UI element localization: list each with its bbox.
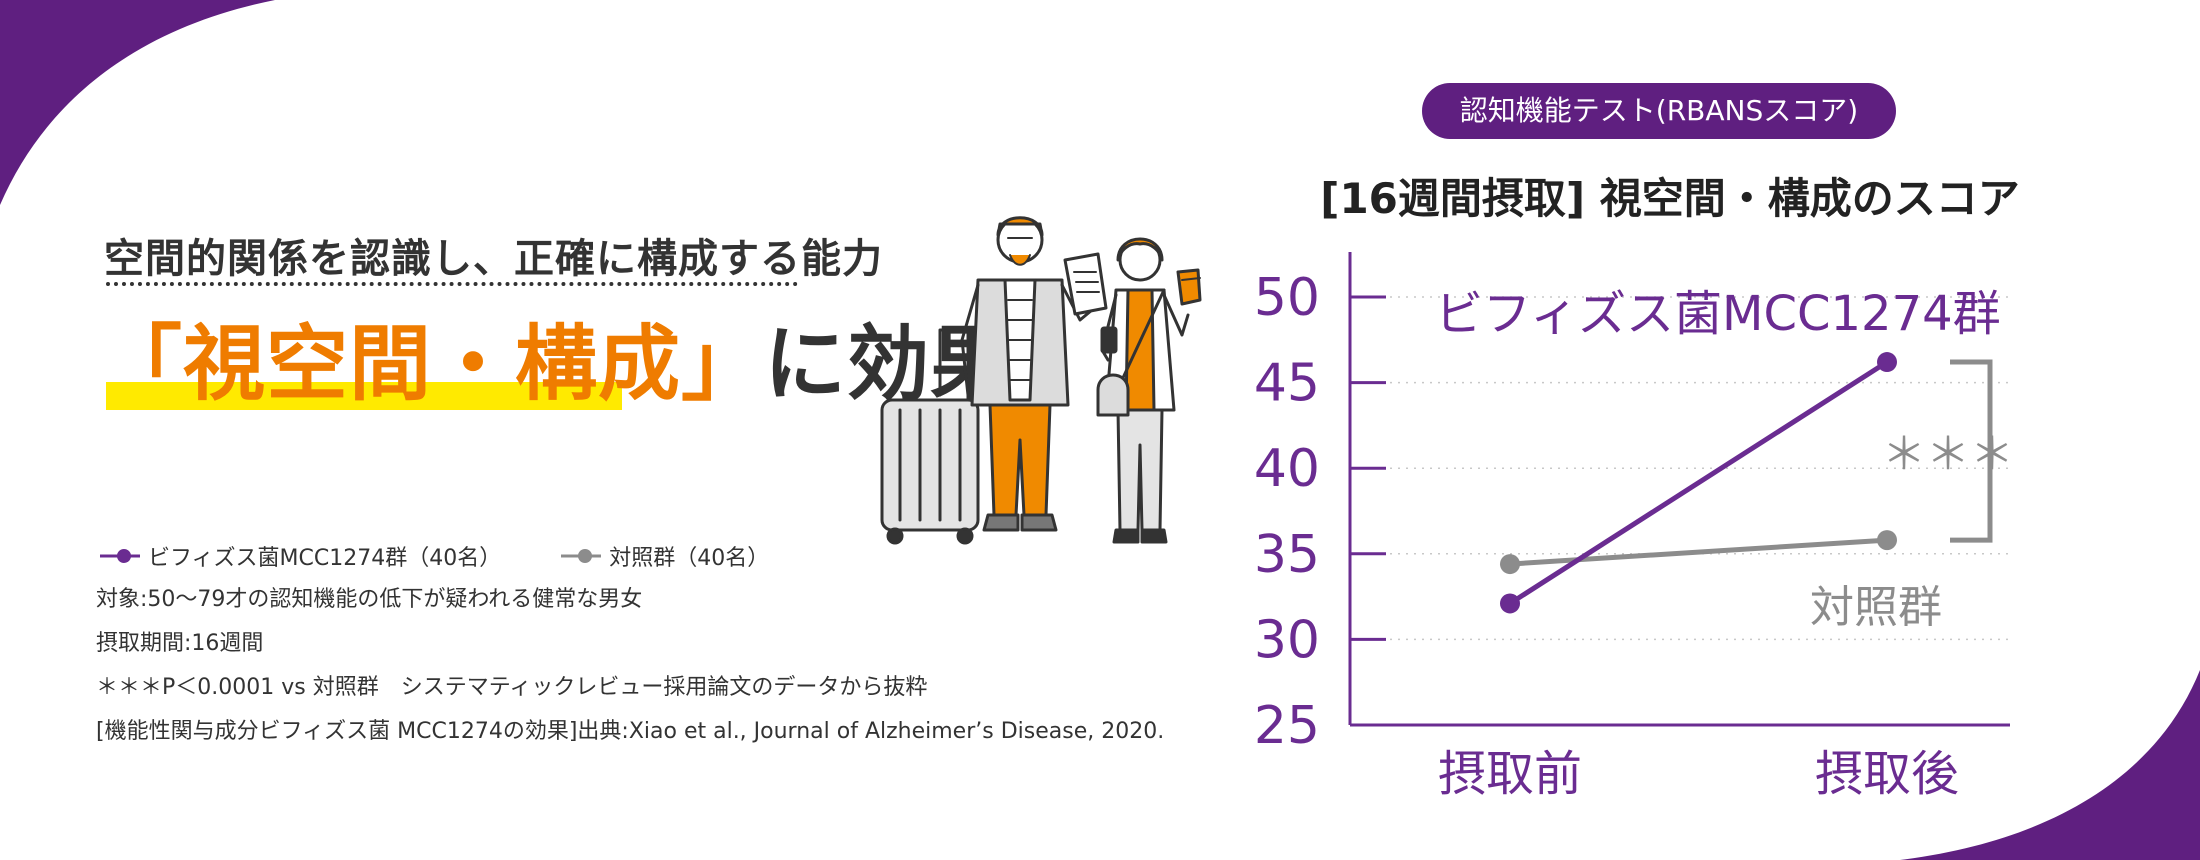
significance-label: ＊＊＊ (1882, 429, 2014, 480)
significance-bracket (1950, 359, 1993, 543)
notes: 対象:50〜79才の認知機能の低下が疑われる健常な男女 摂取期間:16週間 ＊＊… (96, 586, 1164, 762)
travelers-illustration (880, 216, 1202, 545)
y-tick-label-50: 50 (1254, 268, 1320, 328)
series-line-0 (1508, 359, 1889, 606)
series-label-mcc1274: ビフィズス菌MCC1274群 (1435, 286, 2001, 342)
y-tick-label-35: 35 (1254, 525, 1320, 585)
headline-highlight-text: 「視空間・構成」 (100, 317, 765, 412)
series-0-point-0 (1500, 593, 1520, 614)
series-0-point-1 (1877, 352, 1897, 373)
note-period: 摂取期間:16週間 (96, 631, 264, 656)
man-traveler-icon (960, 216, 1108, 532)
series-1-point-0 (1500, 554, 1520, 575)
chart-badge: 認知機能テスト(RBANSスコア) (1422, 83, 1896, 139)
legend-gray-line-icon (561, 549, 602, 563)
headline-highlight-bar (106, 382, 622, 410)
chart-title: [16週間摂取] 視空間・構成のスコア (1320, 174, 2020, 223)
series-1-point-1 (1877, 530, 1897, 551)
x-tick-label-1: 摂取後 (1815, 746, 1959, 802)
note-source: [機能性関与成分ビフィズス菌 MCC1274の効果]出典:Xiao et al.… (96, 719, 1165, 744)
suitcase-icon (880, 328, 980, 545)
series-line-1 (1509, 537, 1888, 567)
y-tick-label-40: 40 (1254, 439, 1320, 499)
legend-item-control: 対照群（40名） (609, 546, 770, 571)
woman-traveler-icon (1096, 237, 1202, 544)
y-tick-label-45: 45 (1254, 354, 1320, 414)
dotted-divider (106, 282, 798, 286)
subtitle: 空間的関係を認識し、正確に構成する能力 (104, 236, 883, 282)
legend-purple-line-icon (100, 549, 140, 563)
legend-item-mcc1274: ビフィズス菌MCC1274群（40名） (148, 546, 502, 571)
series-label-control: 対照群 (1810, 582, 1942, 633)
x-tick-label-0: 摂取前 (1438, 746, 1582, 802)
y-tick-label-30: 30 (1254, 610, 1320, 670)
note-significance: ＊＊＊P＜0.0001 vs 対照群 システマティックレビュー採用論文のデータか… (96, 675, 928, 700)
top-left-corner-decoration (0, 0, 275, 205)
bottom-right-corner-decoration (1900, 670, 2200, 860)
legend: ビフィズス菌MCC1274群（40名） 対照群（40名） (100, 540, 769, 572)
note-subjects: 対象:50〜79才の認知機能の低下が疑われる健常な男女 (96, 587, 643, 612)
y-tick-label-25: 25 (1254, 696, 1320, 756)
